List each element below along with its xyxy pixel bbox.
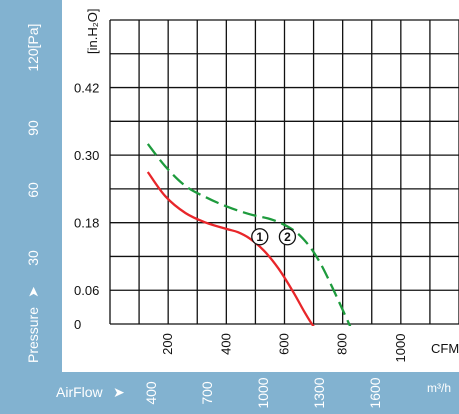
x-unit-m3h: m³/h (427, 381, 451, 395)
bottom-band (0, 372, 459, 414)
x-tick-label-m3h: 400 (143, 381, 159, 405)
marker-circle (278, 228, 297, 246)
y-unit-inh2o: [in.H₂O] (85, 9, 100, 55)
y-tick-label-inh2o: 0.06 (74, 283, 99, 298)
y-tick-label-inh2o: 0.30 (74, 148, 99, 163)
series-marker-1: 1 (251, 228, 269, 246)
y-tick-label-inh2o: 0.42 (74, 81, 99, 96)
marker-circle (251, 228, 269, 246)
pressure-arrow: ➤ (25, 286, 41, 298)
x-tick-label-m3h: 1600 (367, 377, 383, 408)
x-unit-cfm: CFM (431, 341, 459, 356)
y-tick-label-pa: 120 (25, 48, 41, 72)
x-axis-title: AirFlow (56, 384, 104, 400)
airflow-arrow: ➤ (113, 384, 125, 400)
x-tick-label-cfm: 200 (160, 333, 175, 355)
series-line-1 (146, 171, 315, 326)
marker-text: 2 (284, 230, 291, 244)
y-tick-label-pa: 60 (25, 182, 41, 198)
x-tick-label-cfm: 1000 (393, 334, 408, 363)
x-tick-label-m3h: 1300 (311, 377, 327, 408)
x-tick-label-m3h: 700 (199, 381, 215, 405)
x-tick-label-m3h: 1000 (255, 377, 271, 408)
x-tick-label-cfm: 800 (335, 333, 350, 355)
series-marker-2: 2 (278, 228, 297, 246)
marker-text: 1 (256, 230, 263, 244)
y-tick-label-inh2o: 0 (74, 317, 81, 332)
x-tick-label-cfm: 600 (277, 333, 292, 355)
y-axis-title: Pressure (25, 307, 41, 363)
curves (146, 143, 352, 326)
y-unit-pa: [Pa] (25, 24, 41, 49)
y-tick-label-inh2o: 0.18 (74, 216, 99, 231)
y-tick-label-pa: 30 (25, 250, 41, 266)
plot-grid (109, 19, 459, 325)
left-band (0, 0, 62, 414)
y-tick-label-pa: 90 (25, 120, 41, 136)
axis-labels: 0 0.06 0.18 0.30 0.42 [in.H₂O] 30 60 90 120[Pa] ➤ P… (25, 9, 459, 409)
x-tick-label-cfm: 400 (218, 333, 233, 355)
series-line-2 (146, 143, 352, 326)
